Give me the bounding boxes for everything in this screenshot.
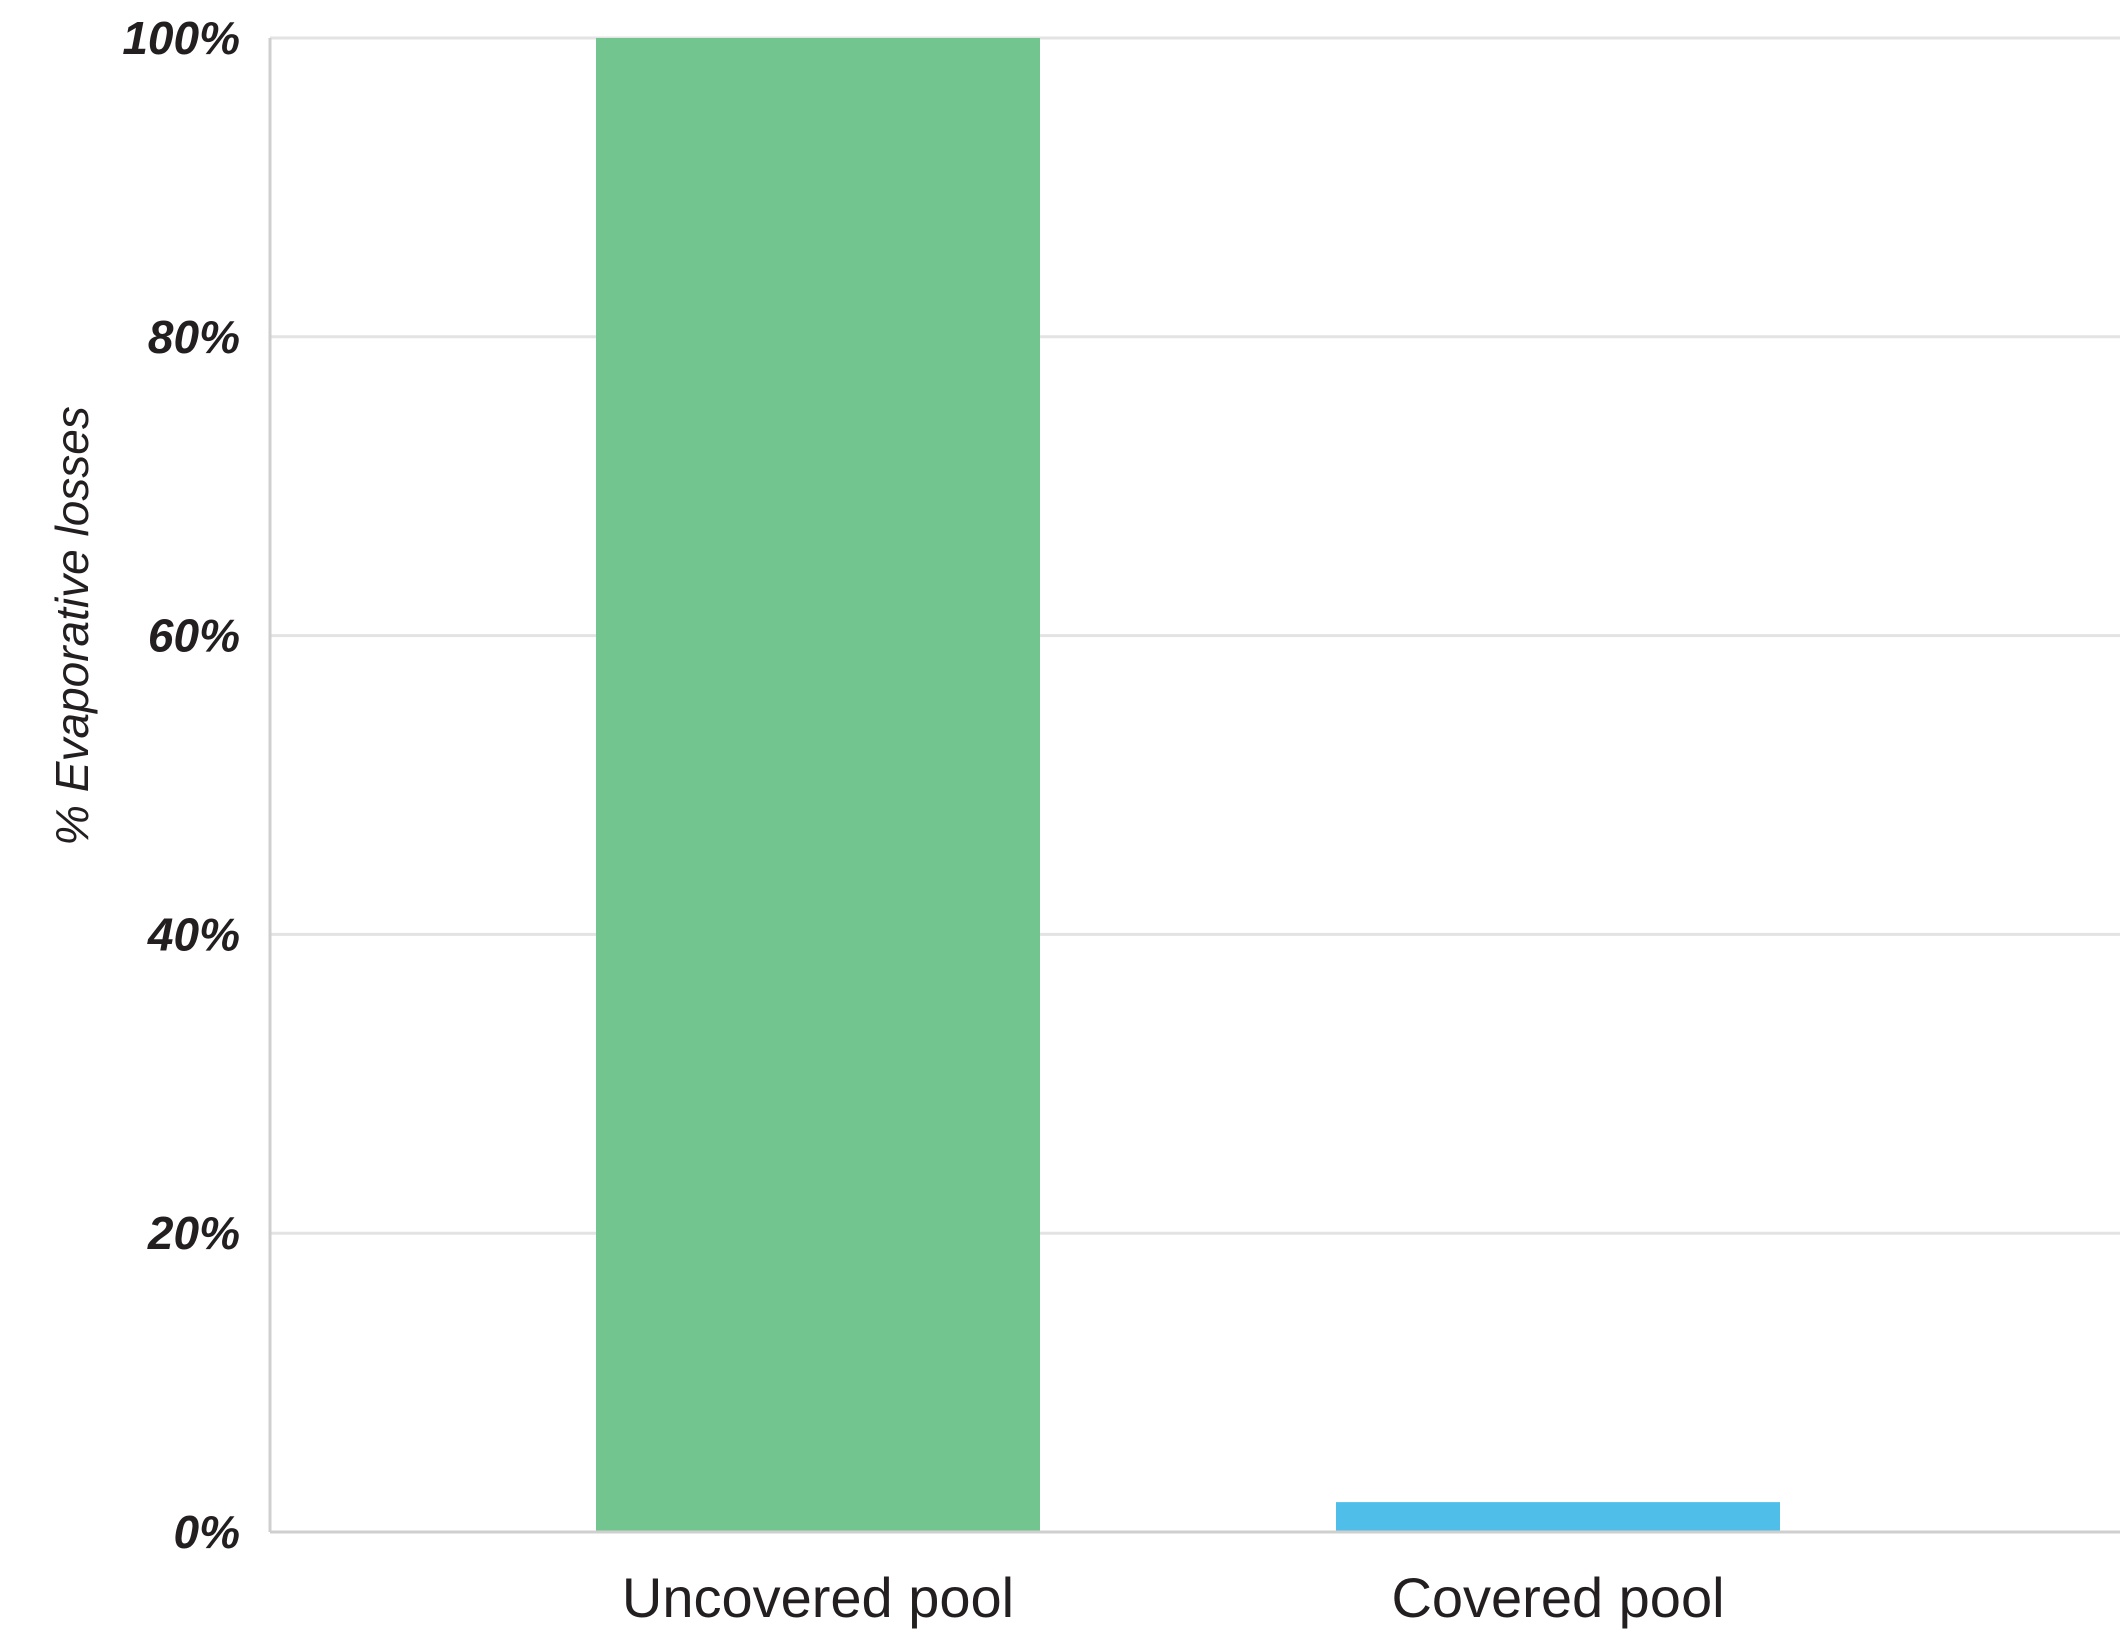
- bar-0: [596, 38, 1040, 1532]
- y-tick-label-0: 0%: [174, 1506, 240, 1558]
- y-tick-label-2: 40%: [147, 908, 240, 960]
- x-category-labels: Uncovered pool Covered pool: [622, 1566, 1725, 1629]
- axes: [268, 38, 2120, 1534]
- gridlines: [270, 36, 2120, 1235]
- y-tick-label-4: 80%: [148, 311, 240, 363]
- bars: [596, 38, 1780, 1532]
- y-tick-labels: 0% 20% 40% 60% 80% 100%: [122, 12, 240, 1558]
- y-tick-label-5: 100%: [122, 12, 240, 64]
- x-category-label-1: Covered pool: [1391, 1566, 1724, 1629]
- y-tick-label-3: 60%: [148, 610, 240, 662]
- bar-1: [1336, 1502, 1780, 1532]
- y-tick-label-1: 20%: [147, 1207, 240, 1259]
- y-axis-title: % Evaporative losses: [46, 406, 98, 846]
- x-category-label-0: Uncovered pool: [622, 1566, 1014, 1629]
